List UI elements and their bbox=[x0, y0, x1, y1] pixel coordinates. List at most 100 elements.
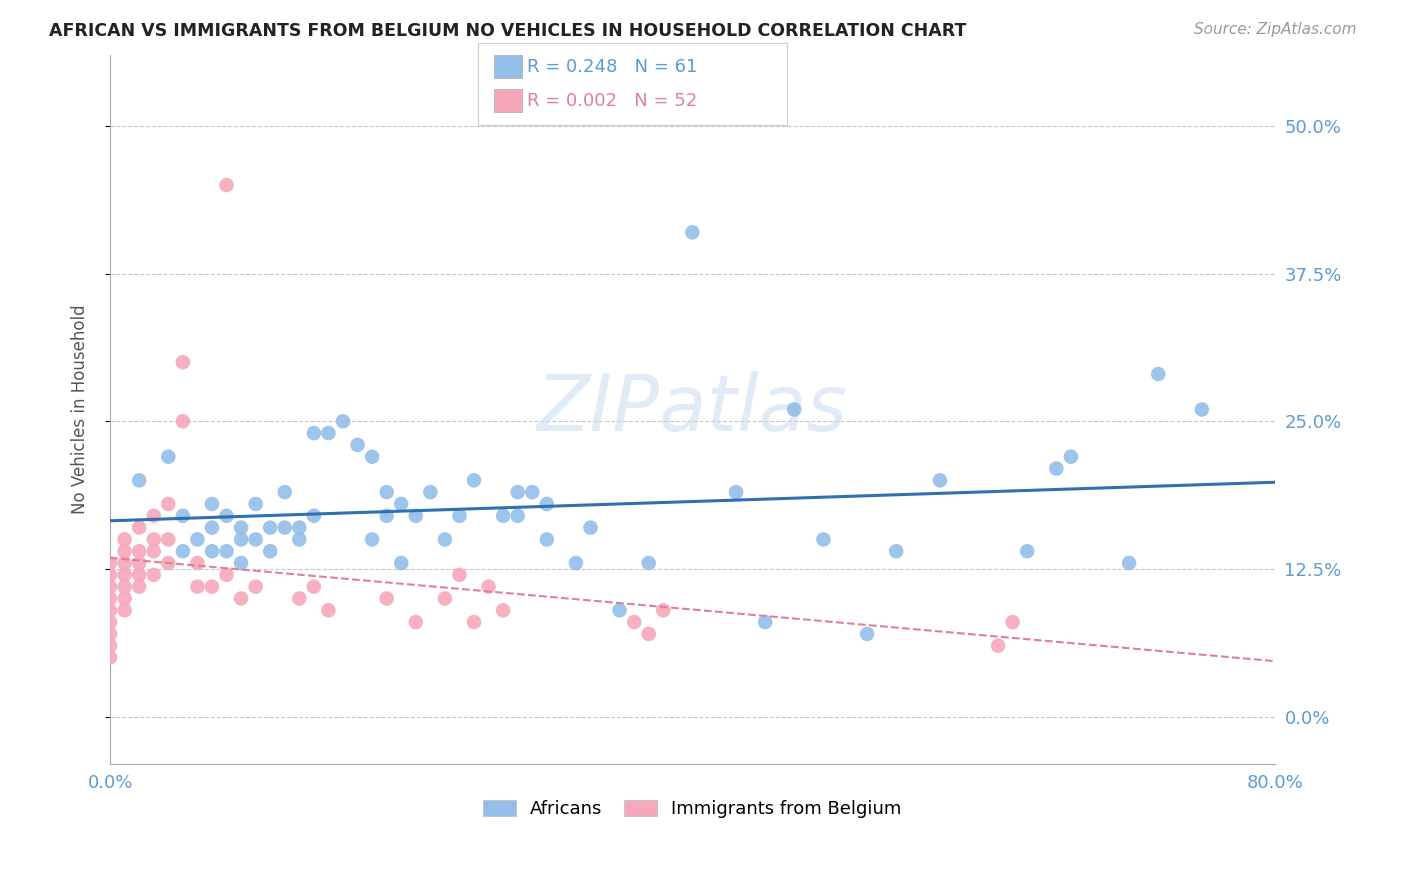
Point bbox=[375, 508, 398, 523]
Point bbox=[259, 544, 281, 558]
Point bbox=[361, 450, 384, 464]
Point bbox=[1191, 402, 1213, 417]
Point bbox=[186, 533, 208, 547]
Point bbox=[142, 508, 165, 523]
Point bbox=[98, 650, 121, 665]
Point bbox=[332, 414, 354, 428]
Text: R = 0.248   N = 61: R = 0.248 N = 61 bbox=[527, 58, 697, 76]
Text: AFRICAN VS IMMIGRANTS FROM BELGIUM NO VEHICLES IN HOUSEHOLD CORRELATION CHART: AFRICAN VS IMMIGRANTS FROM BELGIUM NO VE… bbox=[49, 22, 966, 40]
Point bbox=[157, 450, 180, 464]
Point bbox=[623, 615, 645, 629]
Point bbox=[229, 533, 252, 547]
Point bbox=[128, 520, 150, 534]
Point bbox=[477, 580, 499, 594]
Point bbox=[98, 615, 121, 629]
Point bbox=[302, 426, 325, 441]
Point bbox=[172, 355, 194, 369]
Point bbox=[288, 533, 311, 547]
Point bbox=[405, 508, 427, 523]
Point bbox=[506, 485, 529, 500]
Point bbox=[463, 474, 485, 488]
Point bbox=[229, 591, 252, 606]
Point bbox=[288, 591, 311, 606]
Point bbox=[346, 438, 368, 452]
Point bbox=[201, 497, 224, 511]
Point bbox=[536, 533, 558, 547]
Point bbox=[128, 556, 150, 570]
Point bbox=[98, 567, 121, 582]
Point bbox=[157, 556, 180, 570]
Point bbox=[114, 603, 136, 617]
Point bbox=[186, 580, 208, 594]
Point bbox=[987, 639, 1010, 653]
Point bbox=[318, 426, 340, 441]
Point bbox=[433, 591, 456, 606]
Point bbox=[114, 556, 136, 570]
Point bbox=[215, 508, 238, 523]
Point bbox=[215, 178, 238, 192]
Point bbox=[506, 508, 529, 523]
Point bbox=[1118, 556, 1140, 570]
Point bbox=[245, 497, 267, 511]
Point bbox=[114, 580, 136, 594]
Point bbox=[128, 544, 150, 558]
Point bbox=[114, 591, 136, 606]
Point bbox=[536, 497, 558, 511]
Point bbox=[492, 603, 515, 617]
Point bbox=[98, 603, 121, 617]
Point bbox=[492, 508, 515, 523]
Point bbox=[318, 603, 340, 617]
Point bbox=[361, 533, 384, 547]
Text: Source: ZipAtlas.com: Source: ZipAtlas.com bbox=[1194, 22, 1357, 37]
Legend: Africans, Immigrants from Belgium: Africans, Immigrants from Belgium bbox=[477, 793, 908, 826]
Point bbox=[637, 556, 659, 570]
Point bbox=[114, 544, 136, 558]
Point bbox=[215, 567, 238, 582]
Point bbox=[229, 520, 252, 534]
Point bbox=[245, 580, 267, 594]
Point bbox=[274, 520, 297, 534]
Point bbox=[419, 485, 441, 500]
Point bbox=[98, 591, 121, 606]
Point bbox=[245, 533, 267, 547]
Point bbox=[302, 508, 325, 523]
Point bbox=[201, 544, 224, 558]
Point bbox=[389, 556, 412, 570]
Point bbox=[128, 474, 150, 488]
Point bbox=[128, 580, 150, 594]
Point bbox=[229, 556, 252, 570]
Point bbox=[449, 567, 471, 582]
Point bbox=[157, 497, 180, 511]
Point bbox=[201, 520, 224, 534]
Point bbox=[288, 520, 311, 534]
Point bbox=[142, 567, 165, 582]
Point bbox=[522, 485, 544, 500]
Text: R = 0.002   N = 52: R = 0.002 N = 52 bbox=[527, 92, 697, 110]
Text: ZIPatlas: ZIPatlas bbox=[537, 371, 848, 448]
Point bbox=[142, 533, 165, 547]
Point bbox=[114, 567, 136, 582]
Point bbox=[215, 544, 238, 558]
Point bbox=[1001, 615, 1024, 629]
Point bbox=[681, 225, 703, 239]
Point bbox=[449, 508, 471, 523]
Point bbox=[884, 544, 907, 558]
Point bbox=[754, 615, 776, 629]
Point bbox=[463, 615, 485, 629]
Y-axis label: No Vehicles in Household: No Vehicles in Household bbox=[72, 305, 89, 515]
Point bbox=[114, 533, 136, 547]
Point bbox=[856, 627, 879, 641]
Point bbox=[274, 485, 297, 500]
Point bbox=[98, 639, 121, 653]
Point bbox=[98, 556, 121, 570]
Point bbox=[1147, 367, 1170, 381]
Point bbox=[157, 533, 180, 547]
Point bbox=[186, 556, 208, 570]
Point bbox=[302, 580, 325, 594]
Point bbox=[142, 544, 165, 558]
Point bbox=[637, 627, 659, 641]
Point bbox=[433, 533, 456, 547]
Point bbox=[609, 603, 631, 617]
Point bbox=[98, 627, 121, 641]
Point bbox=[128, 567, 150, 582]
